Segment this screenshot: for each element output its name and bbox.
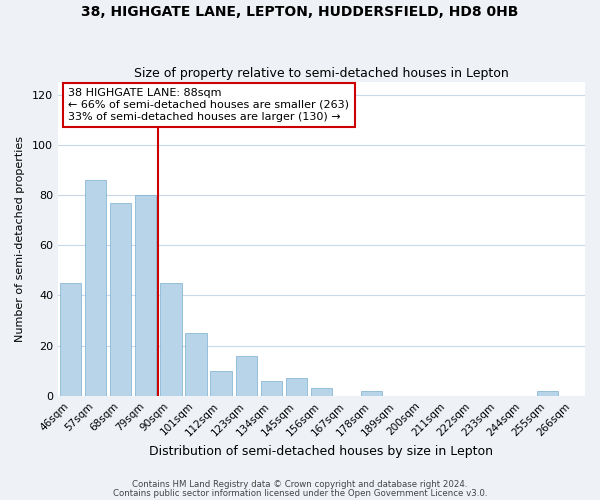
Bar bbox=[135, 195, 157, 396]
Bar bbox=[286, 378, 307, 396]
X-axis label: Distribution of semi-detached houses by size in Lepton: Distribution of semi-detached houses by … bbox=[149, 444, 493, 458]
Title: Size of property relative to semi-detached houses in Lepton: Size of property relative to semi-detach… bbox=[134, 66, 509, 80]
Bar bbox=[110, 202, 131, 396]
Bar bbox=[236, 356, 257, 396]
Bar bbox=[311, 388, 332, 396]
Bar bbox=[211, 370, 232, 396]
Bar bbox=[85, 180, 106, 396]
Y-axis label: Number of semi-detached properties: Number of semi-detached properties bbox=[15, 136, 25, 342]
Bar bbox=[185, 333, 206, 396]
Text: Contains HM Land Registry data © Crown copyright and database right 2024.: Contains HM Land Registry data © Crown c… bbox=[132, 480, 468, 489]
Bar bbox=[60, 283, 81, 396]
Bar bbox=[361, 391, 382, 396]
Text: Contains public sector information licensed under the Open Government Licence v3: Contains public sector information licen… bbox=[113, 488, 487, 498]
Bar bbox=[536, 391, 558, 396]
Bar bbox=[160, 283, 182, 396]
Text: 38 HIGHGATE LANE: 88sqm
← 66% of semi-detached houses are smaller (263)
33% of s: 38 HIGHGATE LANE: 88sqm ← 66% of semi-de… bbox=[68, 88, 349, 122]
Bar bbox=[260, 381, 282, 396]
Text: 38, HIGHGATE LANE, LEPTON, HUDDERSFIELD, HD8 0HB: 38, HIGHGATE LANE, LEPTON, HUDDERSFIELD,… bbox=[82, 5, 518, 19]
